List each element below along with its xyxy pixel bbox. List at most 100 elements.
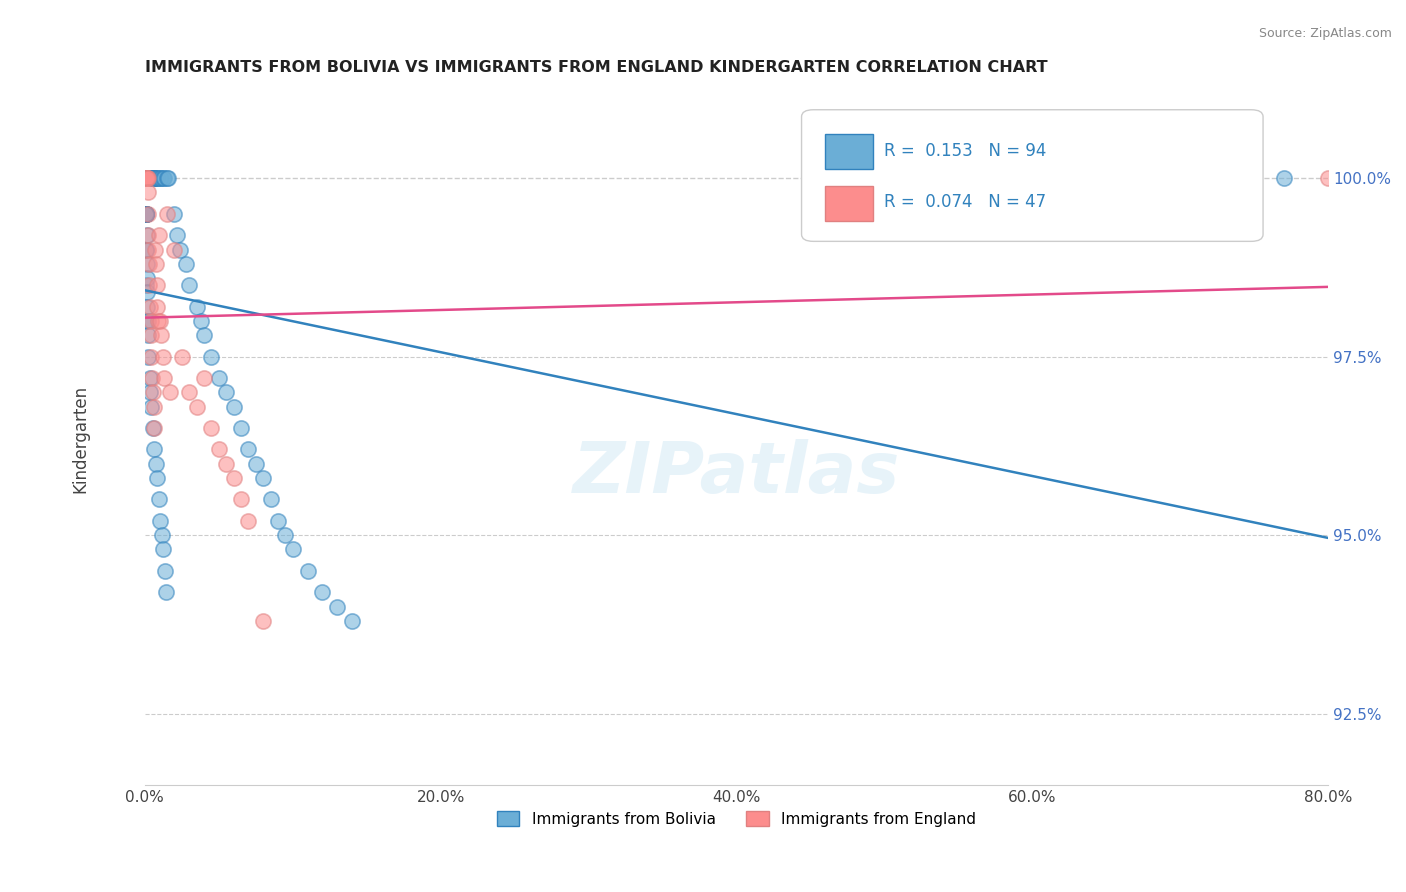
Immigrants from Bolivia xyxy=(135,207,157,221)
Immigrants from England xyxy=(179,385,201,400)
Immigrants from England xyxy=(152,350,174,364)
Immigrants from Bolivia xyxy=(143,171,166,186)
Text: IMMIGRANTS FROM BOLIVIA VS IMMIGRANTS FROM ENGLAND KINDERGARTEN CORRELATION CHAR: IMMIGRANTS FROM BOLIVIA VS IMMIGRANTS FR… xyxy=(145,60,1047,75)
Immigrants from Bolivia xyxy=(238,442,260,457)
Immigrants from England xyxy=(156,207,179,221)
Immigrants from Bolivia xyxy=(146,471,169,485)
Immigrants from Bolivia xyxy=(135,207,157,221)
Immigrants from England xyxy=(146,300,169,314)
Immigrants from England xyxy=(229,492,252,507)
Immigrants from Bolivia xyxy=(186,300,208,314)
Immigrants from England xyxy=(208,442,231,457)
Immigrants from Bolivia xyxy=(136,171,159,186)
Immigrants from England xyxy=(1317,171,1340,186)
Immigrants from England xyxy=(138,228,160,243)
Immigrants from England xyxy=(222,471,245,485)
Immigrants from Bolivia xyxy=(208,371,231,385)
Legend: Immigrants from Bolivia, Immigrants from England: Immigrants from Bolivia, Immigrants from… xyxy=(491,805,983,833)
Immigrants from England xyxy=(150,328,173,343)
Immigrants from Bolivia xyxy=(150,171,173,186)
Immigrants from England xyxy=(143,243,166,257)
Immigrants from Bolivia xyxy=(141,171,163,186)
Immigrants from England xyxy=(145,257,167,271)
Immigrants from England xyxy=(139,328,162,343)
Immigrants from Bolivia xyxy=(136,171,159,186)
Immigrants from Bolivia xyxy=(245,457,267,471)
Immigrants from Bolivia xyxy=(174,257,197,271)
FancyBboxPatch shape xyxy=(801,110,1263,242)
Immigrants from Bolivia xyxy=(152,171,174,186)
Immigrants from Bolivia xyxy=(141,171,163,186)
Immigrants from England xyxy=(136,186,159,200)
Immigrants from Bolivia xyxy=(143,171,166,186)
Immigrants from England xyxy=(146,314,169,328)
Immigrants from Bolivia xyxy=(135,207,157,221)
Immigrants from Bolivia xyxy=(135,207,157,221)
Immigrants from Bolivia xyxy=(135,278,157,293)
Immigrants from Bolivia xyxy=(139,171,162,186)
Immigrants from Bolivia xyxy=(142,421,165,435)
Immigrants from Bolivia xyxy=(139,371,162,385)
Immigrants from England xyxy=(136,171,159,186)
FancyBboxPatch shape xyxy=(825,186,873,220)
Immigrants from Bolivia xyxy=(136,257,159,271)
Immigrants from Bolivia xyxy=(135,314,157,328)
Immigrants from Bolivia xyxy=(229,421,252,435)
Immigrants from England xyxy=(136,171,159,186)
Immigrants from Bolivia xyxy=(311,585,333,599)
Immigrants from Bolivia xyxy=(326,599,349,614)
Immigrants from England xyxy=(186,400,208,414)
Immigrants from Bolivia xyxy=(259,492,281,507)
Y-axis label: Kindergarten: Kindergarten xyxy=(72,384,89,492)
Immigrants from Bolivia xyxy=(179,278,201,293)
Immigrants from Bolivia xyxy=(148,492,170,507)
Immigrants from Bolivia xyxy=(267,514,290,528)
Immigrants from Bolivia xyxy=(149,171,172,186)
Immigrants from Bolivia xyxy=(135,207,157,221)
Immigrants from Bolivia xyxy=(141,171,163,186)
Immigrants from Bolivia xyxy=(138,171,160,186)
Immigrants from England xyxy=(135,171,157,186)
Immigrants from Bolivia xyxy=(215,385,238,400)
Immigrants from Bolivia xyxy=(150,528,173,542)
Immigrants from Bolivia xyxy=(163,207,186,221)
Immigrants from Bolivia xyxy=(252,471,274,485)
Immigrants from Bolivia xyxy=(138,171,160,186)
Immigrants from England xyxy=(138,278,160,293)
Immigrants from Bolivia xyxy=(139,171,162,186)
Immigrants from Bolivia xyxy=(143,442,166,457)
Immigrants from England xyxy=(136,207,159,221)
Immigrants from England xyxy=(141,371,163,385)
Immigrants from England xyxy=(163,243,186,257)
Immigrants from England xyxy=(149,314,172,328)
Immigrants from Bolivia xyxy=(190,314,212,328)
Immigrants from Bolivia xyxy=(136,285,159,300)
Immigrants from Bolivia xyxy=(136,228,159,243)
Immigrants from England xyxy=(159,385,181,400)
Immigrants from England xyxy=(252,614,274,628)
Immigrants from Bolivia xyxy=(139,171,162,186)
Text: Source: ZipAtlas.com: Source: ZipAtlas.com xyxy=(1258,27,1392,40)
Immigrants from Bolivia xyxy=(138,350,160,364)
Immigrants from England xyxy=(135,171,157,186)
Immigrants from Bolivia xyxy=(135,207,157,221)
Immigrants from Bolivia xyxy=(135,171,157,186)
Immigrants from England xyxy=(145,278,167,293)
Immigrants from Bolivia xyxy=(281,542,304,557)
Immigrants from Bolivia xyxy=(135,171,157,186)
Immigrants from Bolivia xyxy=(157,171,180,186)
Immigrants from Bolivia xyxy=(135,243,157,257)
Immigrants from England xyxy=(170,350,193,364)
Immigrants from Bolivia xyxy=(135,171,157,186)
Immigrants from England xyxy=(193,371,215,385)
Immigrants from England xyxy=(138,257,160,271)
Immigrants from Bolivia xyxy=(169,243,191,257)
Immigrants from Bolivia xyxy=(135,171,157,186)
Immigrants from Bolivia xyxy=(145,457,167,471)
Immigrants from Bolivia xyxy=(138,171,160,186)
Immigrants from Bolivia xyxy=(149,514,172,528)
Immigrants from Bolivia xyxy=(142,171,165,186)
Text: ZIPatlas: ZIPatlas xyxy=(572,439,900,508)
Immigrants from Bolivia xyxy=(153,564,176,578)
Immigrants from Bolivia xyxy=(340,614,363,628)
